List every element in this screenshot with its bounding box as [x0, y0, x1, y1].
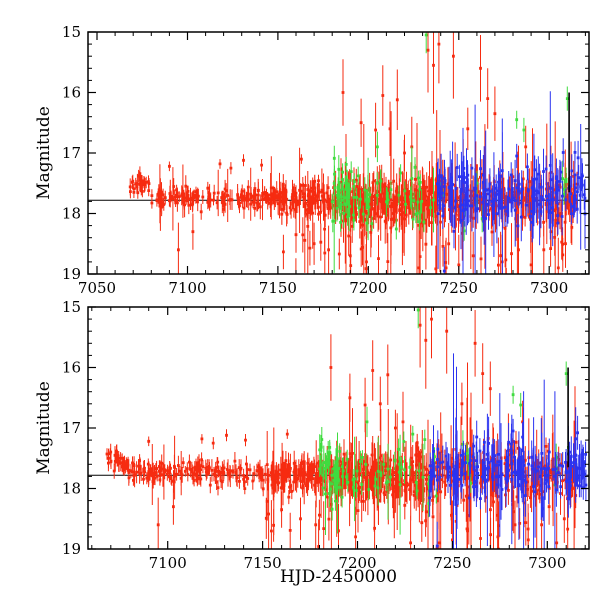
svg-text:7150: 7150 — [244, 554, 282, 572]
svg-text:7300: 7300 — [530, 279, 568, 297]
svg-text:18: 18 — [62, 205, 81, 223]
y-axis-label-bottom: Magnitude — [34, 381, 54, 475]
svg-text:7150: 7150 — [259, 279, 297, 297]
svg-text:7100: 7100 — [168, 279, 206, 297]
svg-text:7050: 7050 — [78, 279, 116, 297]
svg-text:7200: 7200 — [349, 279, 387, 297]
svg-text:17: 17 — [62, 144, 81, 162]
svg-text:19: 19 — [62, 265, 81, 283]
y-axis-label-top: Magnitude — [34, 106, 54, 200]
svg-text:16: 16 — [62, 84, 81, 102]
svg-text:7200: 7200 — [338, 554, 376, 572]
svg-text:7300: 7300 — [528, 554, 566, 572]
svg-text:7100: 7100 — [149, 554, 187, 572]
svg-text:17: 17 — [62, 419, 81, 437]
x-axis-label: HJD-2450000 — [279, 567, 398, 587]
svg-text:18: 18 — [62, 480, 81, 498]
svg-text:15: 15 — [62, 23, 81, 41]
svg-text:7250: 7250 — [433, 554, 471, 572]
svg-text:16: 16 — [62, 359, 81, 377]
svg-text:19: 19 — [62, 540, 81, 558]
svg-text:7250: 7250 — [440, 279, 478, 297]
svg-text:15: 15 — [62, 298, 81, 316]
